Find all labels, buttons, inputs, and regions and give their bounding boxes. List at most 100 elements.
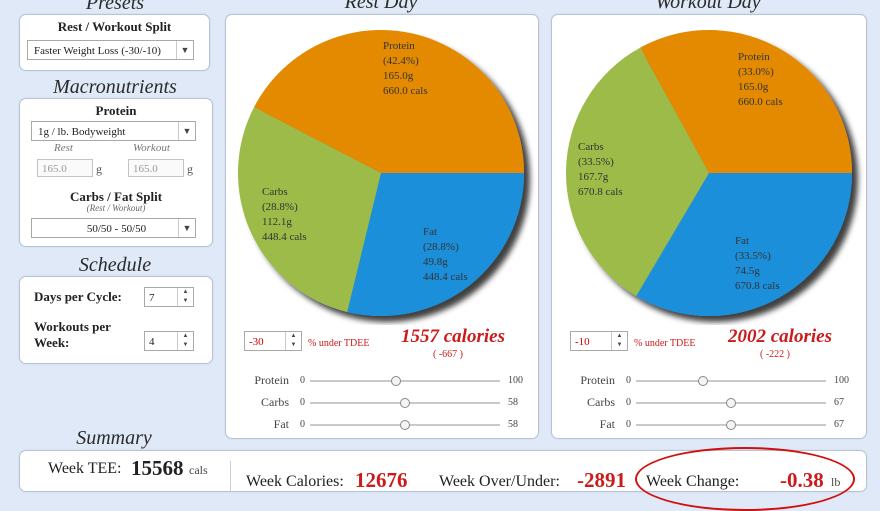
workout-unit: g	[187, 162, 193, 176]
preset-select-value: Faster Weight Loss (-30/-10)	[34, 45, 161, 57]
rest-deficit: ( -667 )	[433, 349, 463, 360]
stepper-arrows-icon[interactable]: ▲ ▼	[285, 332, 301, 350]
rest-slice-label-protein: Protein (42.4%) 165.0g 660.0 cals	[383, 40, 428, 97]
week-change-unit: lb	[831, 475, 841, 489]
workout-percent-value: -10	[575, 336, 590, 348]
protein-select-value: 1g / lb. Bodyweight	[38, 126, 126, 138]
workout-percent-stepper[interactable]: -10 ▲ ▼	[570, 331, 628, 351]
workout-slice-protein	[640, 30, 852, 174]
workout-day-title: Workout Day	[655, 0, 761, 13]
workouts-per-week-label-2: Week:	[34, 335, 70, 350]
workout-slice-carbs	[566, 47, 709, 297]
rest-slider-min: 0	[300, 397, 305, 408]
workouts-per-week-label-1: Workouts per	[34, 319, 111, 334]
rest-slice-protein	[253, 30, 524, 173]
days-per-cycle-value: 7	[149, 292, 155, 304]
workout-deficit: ( -222 )	[760, 349, 790, 360]
rest-slider-handle[interactable]	[400, 420, 410, 430]
week-calories-value: 12676	[355, 468, 408, 492]
presets-title: Presets	[85, 0, 145, 14]
workout-slider-label: Carbs	[587, 395, 615, 409]
protein-label: Protein	[95, 103, 137, 118]
workout-slice-label-carbs: Carbs (33.5%) 167.7g 670.8 cals	[578, 141, 623, 198]
rest-slider-min: 0	[300, 375, 305, 386]
workout-slider-min: 0	[626, 375, 631, 386]
week-change-label: Week Change:	[646, 473, 740, 490]
rest-percent-stepper[interactable]: -30 ▲ ▼	[244, 331, 302, 351]
workout-protein-input[interactable]: 165.0	[128, 159, 184, 177]
days-per-cycle-stepper[interactable]: 7 ▲ ▼	[144, 287, 194, 307]
week-over-under-value: -2891	[577, 468, 626, 492]
stepper-arrows-icon[interactable]: ▲ ▼	[177, 288, 193, 306]
rest-slider-max: 58	[508, 419, 518, 430]
macronutrients-panel: Protein 1g / lb. Bodyweight ▼ Rest Worko…	[19, 98, 213, 247]
carbs-fat-split-select[interactable]: 50/50 - 50/50 ▼	[31, 218, 196, 238]
rest-workout-split-label: Rest / Workout Split	[57, 19, 172, 34]
workout-calories: 2002 calories	[728, 326, 832, 347]
rest-slider-max: 100	[508, 375, 523, 386]
schedule-panel: Days per Cycle: 7 ▲ ▼ Workouts per Week: …	[19, 276, 213, 364]
chevron-down-icon[interactable]: ▼	[178, 122, 195, 140]
rest-slider-label: Carbs	[261, 395, 289, 409]
rest-slider-label: Protein	[254, 373, 289, 387]
chevron-down-icon[interactable]: ▼	[178, 219, 195, 237]
summary-divider	[230, 461, 231, 491]
rest-day-panel: Protein (42.4%) 165.0g 660.0 cals Fat (28.8%)…	[225, 14, 539, 439]
carbs-fat-split-value: 50/50 - 50/50	[86, 223, 147, 235]
week-over-under-label: Week Over/Under:	[439, 473, 560, 490]
workout-day-panel: Protein (33.0%) 165.0g 660.0 cals Fat (33.5%)…	[551, 14, 867, 439]
rest-slider-min: 0	[300, 419, 305, 430]
workout-slice-fat	[636, 173, 852, 316]
week-tee-unit: cals	[189, 463, 208, 477]
rest-slider-label: Fat	[273, 417, 289, 431]
rest-slider-handle[interactable]	[400, 398, 410, 408]
workout-percent-label: % under TDEE	[634, 338, 696, 349]
workout-label: Workout	[133, 142, 170, 154]
protein-select[interactable]: 1g / lb. Bodyweight ▼	[31, 121, 196, 141]
rest-calories: 1557 calories	[401, 326, 505, 347]
summary-title: Summary	[76, 427, 152, 449]
workout-slider-label: Fat	[599, 417, 615, 431]
preset-select[interactable]: Faster Weight Loss (-30/-10) ▼	[27, 40, 194, 60]
workout-slider-handle[interactable]	[726, 420, 736, 430]
carbs-fat-split-label: Carbs / Fat Split	[69, 189, 163, 204]
summary-panel: Week TEE: 15568 cals Week Calories: 1267…	[19, 447, 867, 511]
workout-day-pie-chart: Protein (33.0%) 165.0g 660.0 cals Fat (33.5%)…	[566, 30, 852, 316]
week-tee-label: Week TEE:	[48, 460, 122, 477]
rest-slice-carbs	[238, 107, 381, 312]
macronutrients-title: Macronutrients	[53, 76, 177, 98]
workouts-per-week-value: 4	[149, 336, 155, 348]
rest-unit: g	[96, 162, 102, 176]
presets-panel: Rest / Workout Split Faster Weight Loss …	[19, 14, 210, 71]
rest-protein-input[interactable]: 165.0	[37, 159, 93, 177]
week-calories-label: Week Calories:	[246, 473, 344, 490]
rest-slice-label-fat: Fat (28.8%) 49.8g 448.4 cals	[423, 226, 468, 283]
rest-slider-handle[interactable]	[390, 376, 401, 386]
week-tee-value: 15568	[131, 456, 184, 480]
stepper-arrows-icon[interactable]: ▲ ▼	[611, 332, 627, 350]
rest-percent-label: % under TDEE	[308, 338, 370, 349]
workout-slider-handle[interactable]	[726, 398, 736, 408]
rest-slice-label-carbs: Carbs (28.8%) 112.1g 448.4 cals	[262, 186, 307, 243]
rest-slider-track[interactable]	[310, 380, 500, 382]
schedule-title: Schedule	[78, 254, 152, 276]
rest-day-pie-chart: Protein (42.4%) 165.0g 660.0 cals Fat (28.8%)…	[238, 30, 524, 316]
days-per-cycle-label: Days per Cycle:	[34, 289, 122, 304]
workout-slice-label-protein: Protein (33.0%) 165.0g 660.0 cals	[738, 51, 783, 108]
rest-slice-fat	[347, 173, 524, 316]
stepper-arrows-icon[interactable]: ▲ ▼	[177, 332, 193, 350]
workout-slider-min: 0	[626, 419, 631, 430]
carbs-fat-split-sublabel: (Rest / Workout)	[86, 203, 146, 213]
week-change-value: -0.38	[780, 468, 824, 492]
workout-slider-min: 0	[626, 397, 631, 408]
workout-slider-max: 100	[834, 375, 849, 386]
workout-slice-label-fat: Fat (33.5%) 74.5g 670.8 cals	[735, 235, 780, 292]
workout-slider-track[interactable]	[636, 380, 826, 382]
workout-slider-handle[interactable]	[697, 376, 708, 386]
rest-percent-value: -30	[249, 336, 264, 348]
workouts-per-week-stepper[interactable]: 4 ▲ ▼	[144, 331, 194, 351]
workout-slider-label: Protein	[580, 373, 615, 387]
rest-day-title: Rest Day	[344, 0, 418, 13]
workout-slider-max: 67	[834, 397, 844, 408]
chevron-down-icon[interactable]: ▼	[176, 41, 193, 59]
